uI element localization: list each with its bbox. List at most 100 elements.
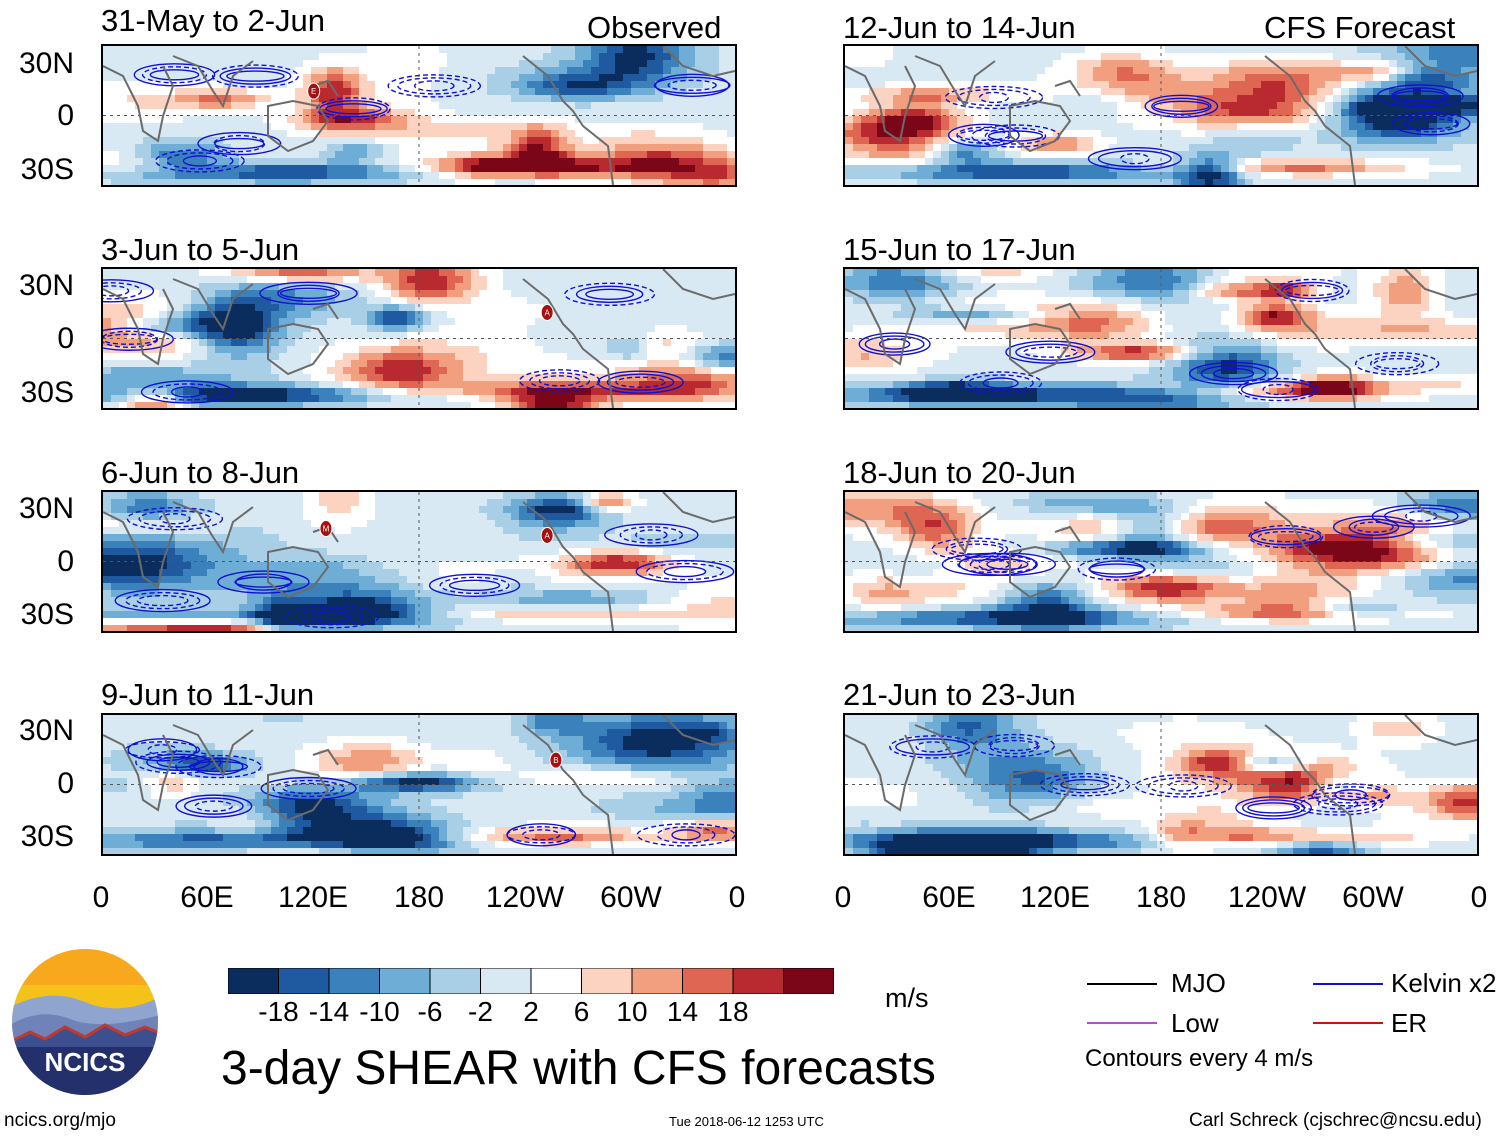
- storm-marker-letter: B: [553, 756, 558, 765]
- ytick-r3-30n: 30N: [18, 492, 74, 525]
- colorbar-unit: m/s: [885, 983, 929, 1013]
- colorbar-swatch-11: [783, 968, 834, 994]
- footer-timestamp: Tue 2018-06-12 1253 UTC: [669, 1114, 824, 1129]
- shear-map: [845, 492, 1477, 631]
- panel-title-fc-2: 15-Jun to 17-Jun: [843, 232, 1076, 267]
- panel-title-obs-3: 6-Jun to 8-Jun: [101, 455, 300, 490]
- ytick-r1-30s: 30S: [20, 153, 74, 186]
- colorbar-tick-label: 6: [573, 996, 590, 1027]
- legend-mjo-line: [1087, 983, 1157, 985]
- colorbar-tick-label: -14: [308, 996, 350, 1027]
- xtick-left-120e: 120E: [277, 881, 349, 914]
- legend-kelvin-line: [1313, 983, 1383, 985]
- storm-marker: [540, 303, 554, 321]
- ytick-r1-0: 0: [57, 99, 74, 132]
- contour-note: Contours every 4 m/s: [1085, 1045, 1314, 1072]
- colorbar-swatch-0: [228, 968, 279, 994]
- map-panel-fc-4: [843, 713, 1479, 856]
- panel-title-obs-2: 3-Jun to 5-Jun: [101, 232, 300, 267]
- footer-url[interactable]: ncics.org/mjo: [4, 1110, 116, 1131]
- xtick-left-60e: 60E: [180, 881, 234, 914]
- legend-low-line: [1087, 1022, 1157, 1024]
- colorbar-tick-label: -2: [468, 996, 493, 1027]
- xtick-right-120e: 120E: [1019, 881, 1091, 914]
- colorbar-tick-label: -10: [359, 996, 400, 1027]
- colorbar-swatch-1: [278, 968, 330, 994]
- xtick-left-180: 180: [393, 881, 445, 914]
- colorbar-tick-label: 2: [523, 996, 539, 1027]
- xtick-right-180: 180: [1135, 881, 1187, 914]
- panel-title-obs-4: 9-Jun to 11-Jun: [101, 677, 315, 712]
- panel-title-obs-1: 31-May to 2-Jun: [101, 3, 325, 38]
- map-panel-obs-2: A: [101, 267, 737, 410]
- ytick-r4-0: 0: [57, 767, 74, 800]
- xtick-left-60w: 60W: [600, 881, 662, 914]
- colorbar-swatch-7: [581, 968, 633, 994]
- storm-marker-letter: M: [323, 524, 330, 533]
- panel-title-fc-1: 12-Jun to 14-Jun: [843, 10, 1076, 45]
- storm-marker-letter: E: [311, 87, 316, 96]
- colorbar-tick-label: -6: [417, 996, 443, 1027]
- shear-map: MA: [103, 492, 735, 631]
- ytick-r3-0: 0: [57, 545, 74, 578]
- colorbar-tick-label: 14: [666, 996, 699, 1027]
- ytick-r4-30s: 30S: [20, 820, 74, 853]
- ytick-r2-30s: 30S: [20, 376, 74, 409]
- xtick-right-120w: 120W: [1227, 881, 1307, 914]
- map-panel-fc-3: [843, 490, 1479, 633]
- xtick-right-0: 0: [834, 881, 852, 914]
- storm-marker-letter: A: [544, 531, 550, 540]
- main-title: 3-day SHEAR with CFS forecasts: [221, 1042, 936, 1095]
- xtick-right-60w: 60W: [1342, 881, 1404, 914]
- colorbar-tick-label: -18: [258, 996, 299, 1027]
- shear-map: E: [103, 46, 735, 185]
- colorbar-swatch-10: [732, 968, 784, 994]
- map-panel-fc-1: [843, 44, 1479, 187]
- legend-mjo-label: MJO: [1171, 968, 1226, 998]
- colorbar-swatch-6: [530, 968, 582, 994]
- colorbar-tick-label: 10: [616, 996, 648, 1027]
- observed-label: Observed: [587, 10, 722, 45]
- colorbar-swatch-3: [379, 968, 431, 994]
- map-panel-obs-4: B: [101, 713, 737, 856]
- shear-map: B: [103, 715, 735, 854]
- storm-marker: [319, 519, 333, 537]
- xtick-right-60e: 60E: [922, 881, 976, 914]
- ytick-r4-30n: 30N: [18, 714, 74, 747]
- xtick-left-120w: 120W: [485, 881, 565, 914]
- colorbar: [228, 968, 834, 994]
- ytick-r2-0: 0: [57, 322, 74, 355]
- storm-marker: [307, 82, 321, 100]
- colorbar-tick-label: 18: [717, 996, 749, 1027]
- legend-low-label: Low: [1171, 1008, 1219, 1038]
- colorbar-swatch-5: [480, 968, 532, 994]
- ytick-r2-30n: 30N: [18, 269, 74, 302]
- ytick-r1-30n: 30N: [18, 47, 74, 80]
- map-panel-obs-1: E: [101, 44, 737, 187]
- shear-map: [845, 46, 1477, 185]
- logo-text: NCICS: [45, 1047, 126, 1077]
- footer-credit: Carl Schreck (cjschrec@ncsu.edu): [1189, 1110, 1482, 1131]
- panel-title-fc-4: 21-Jun to 23-Jun: [843, 677, 1076, 712]
- storm-marker: [549, 751, 563, 769]
- ytick-r3-30s: 30S: [20, 598, 74, 631]
- legend-er-line: [1313, 1022, 1383, 1024]
- legend-kelvin-label: Kelvin x2: [1391, 968, 1497, 998]
- xtick-left-0-end: 0: [728, 881, 746, 914]
- forecast-label: CFS Forecast: [1264, 10, 1456, 45]
- colorbar-swatch-8: [631, 968, 683, 994]
- legend-er-label: ER: [1391, 1008, 1428, 1038]
- xtick-right-0-end: 0: [1470, 881, 1488, 914]
- xtick-left-0: 0: [92, 881, 110, 914]
- shear-map: [845, 269, 1477, 408]
- shear-map: A: [103, 269, 735, 408]
- ncics-logo: NCICS: [12, 949, 158, 1095]
- panel-title-fc-3: 18-Jun to 20-Jun: [843, 455, 1076, 490]
- shear-map: [845, 715, 1477, 854]
- storm-marker-letter: A: [544, 308, 550, 317]
- colorbar-swatch-9: [682, 968, 734, 994]
- storm-marker: [540, 526, 554, 544]
- map-panel-fc-2: [843, 267, 1479, 410]
- colorbar-swatch-4: [429, 968, 481, 994]
